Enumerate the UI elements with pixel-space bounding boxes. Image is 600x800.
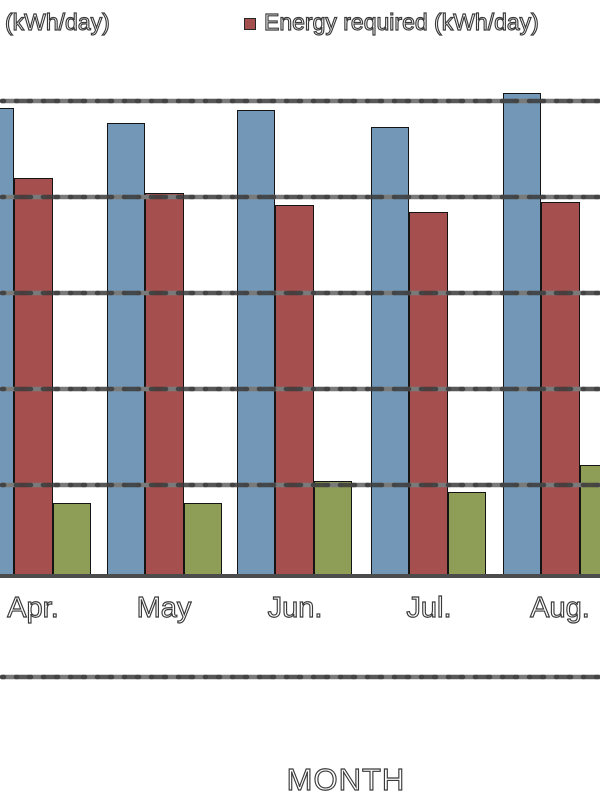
gridline--1 [0, 668, 600, 680]
bar-series3-jun [313, 480, 352, 576]
bar-series1-apr [0, 108, 15, 576]
x-tick-label-may: May [136, 591, 192, 624]
x-tick-label-apr: Apr. [7, 591, 60, 624]
bar-series3-apr [52, 503, 91, 576]
bar-series1-jul [371, 126, 410, 576]
legend-swatch-required [244, 18, 256, 30]
bar-series1-may [107, 122, 146, 576]
legend: (kWh/day) Energy required (kWh/day) [0, 8, 600, 39]
x-axis-line [0, 574, 600, 578]
legend-item-required: Energy required (kWh/day) [244, 8, 539, 36]
bar-series2-may [145, 192, 184, 576]
bar-series2-aug [541, 201, 580, 576]
bar-series3-may [183, 503, 222, 576]
bar-series2-jun [275, 205, 314, 576]
legend-item-produced-label: (kWh/day) [4, 8, 110, 35]
bar-series1-aug [503, 93, 542, 576]
bar-series3-aug [579, 464, 600, 576]
x-tick-label-aug: Aug. [530, 591, 591, 624]
bar-series2-apr [14, 177, 53, 576]
bar-series2-jul [409, 212, 448, 576]
x-tick-label-jul: Jul. [406, 591, 452, 624]
x-axis-title: MONTH [286, 761, 406, 797]
x-tick-label-jun: Jun. [267, 591, 323, 624]
bar-series3-jul [447, 492, 486, 576]
legend-item-required-label: Energy required (kWh/day) [263, 8, 539, 35]
bar-series1-jun [237, 110, 276, 576]
